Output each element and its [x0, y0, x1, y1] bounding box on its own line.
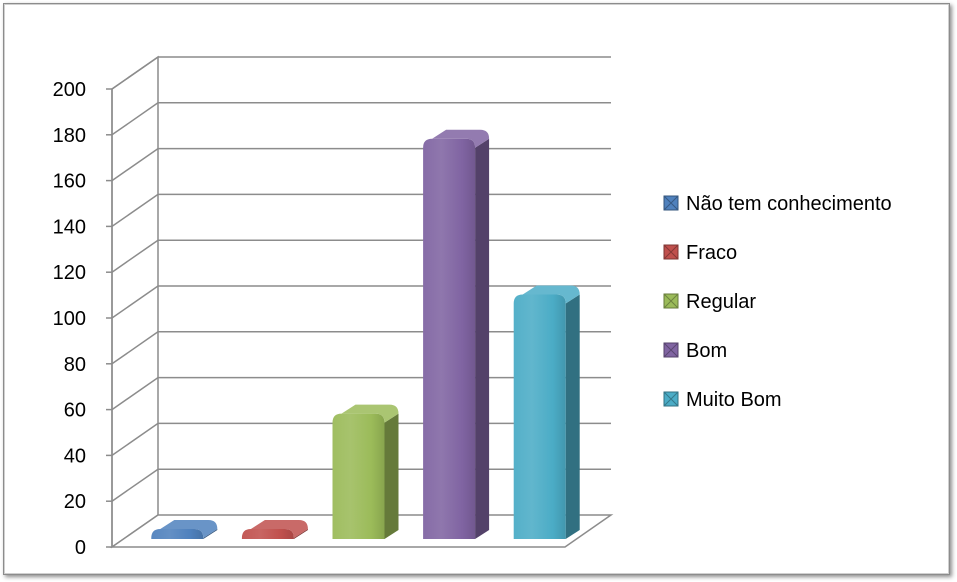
bar [423, 129, 490, 540]
legend-item: Fraco [663, 242, 737, 264]
legend-label: Regular [686, 291, 756, 313]
bar [513, 285, 580, 539]
gridline [111, 239, 611, 273]
y-tick-label: 80 [64, 354, 86, 376]
bar-front [513, 294, 566, 539]
legend-label: Muito Bom [686, 389, 782, 411]
y-tick-label: 60 [64, 400, 86, 422]
bars [151, 129, 580, 540]
bar-front [151, 529, 204, 539]
legend-label: Bom [686, 340, 727, 362]
bar-top [522, 285, 580, 304]
bar-top [341, 404, 399, 423]
legend-swatch-bevel [663, 195, 679, 211]
legend-swatch-bevel [663, 342, 679, 358]
y-tick-label: 160 [53, 171, 86, 193]
bar-front [332, 413, 385, 539]
legend-label: Fraco [686, 242, 737, 264]
legend-item: Bom [663, 340, 727, 362]
legend-swatch-bevel [663, 244, 679, 260]
y-tick-label: 180 [53, 125, 86, 147]
bar [241, 520, 308, 539]
bar [151, 520, 218, 539]
y-tick-label: 140 [53, 216, 86, 238]
legend-item: Muito Bom [663, 389, 782, 411]
gridline [111, 193, 611, 228]
legend-item: Não tem conhecimento [663, 193, 892, 215]
y-tick-label: 200 [53, 79, 86, 101]
bar-front [423, 138, 476, 540]
bar-side [203, 529, 218, 539]
y-tick-label: 40 [64, 445, 86, 467]
bar-side [565, 294, 580, 539]
y-tick-label: 100 [53, 308, 86, 330]
legend-item: Regular [663, 291, 756, 313]
bar-top [432, 129, 490, 148]
legend-swatch-bevel [663, 391, 679, 407]
legend-label: Não tem conhecimento [686, 193, 892, 215]
bar-side [293, 529, 308, 539]
y-tick-label: 0 [75, 537, 86, 559]
y-tick-label: 120 [53, 262, 86, 284]
y-tick-label: 20 [64, 491, 86, 513]
bar-top [250, 520, 308, 538]
y-axis-ticks: 0 20 40 60 80 100 120 140 160 180 200 [53, 79, 113, 559]
bar-front [241, 529, 294, 539]
bar-side [475, 138, 490, 540]
gridline [111, 147, 611, 182]
legend: Não tem conhecimento Fraco Regular Bom Muito… [663, 193, 892, 411]
legend-swatch-bevel [663, 293, 679, 309]
bar [332, 404, 399, 539]
gridline [111, 102, 611, 136]
gridline [111, 56, 611, 90]
bar-top [160, 520, 218, 538]
bar-side [384, 413, 399, 539]
